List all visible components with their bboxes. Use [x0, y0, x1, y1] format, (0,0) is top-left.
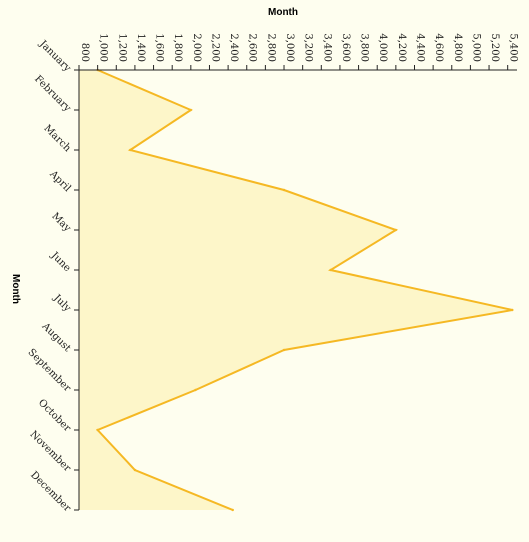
value-tick-label: 1,200: [116, 33, 127, 62]
value-tick-label: 3,200: [303, 33, 314, 62]
category-tick-label: March: [42, 123, 74, 155]
value-tick-label: 1,400: [135, 33, 146, 62]
value-tick-label: 3,800: [359, 33, 370, 62]
category-tick-label: January: [36, 38, 72, 74]
category-tick-label: May: [49, 211, 72, 234]
value-tick-label: 3,000: [284, 33, 295, 62]
data-point: [282, 348, 286, 352]
data-point: [133, 468, 137, 472]
data-point: [394, 228, 398, 232]
area-fill: [79, 70, 513, 510]
category-tick-label: June: [48, 250, 73, 275]
category-tick-label: September: [25, 347, 72, 394]
value-tick-label: 4,000: [377, 33, 388, 62]
value-tick-label: 1,800: [172, 33, 183, 62]
data-point: [511, 308, 514, 312]
category-tick-label: August: [39, 320, 73, 354]
value-tick-label: 3,600: [340, 33, 351, 62]
data-point: [129, 148, 132, 152]
value-axis: 800 1,000 1,200 1,400 1,600 1,800 2,000 2,200 2,…: [78, 33, 519, 71]
value-tick-label: 2,200: [209, 33, 220, 62]
x-axis-title: Month: [268, 7, 298, 18]
category-tick-label: November: [27, 429, 72, 474]
data-point: [282, 188, 286, 192]
value-tick-label: 2,400: [228, 33, 239, 62]
value-tick-label: 4,600: [433, 33, 444, 62]
series-line: [95, 69, 513, 511]
value-tick-label: 2,800: [265, 33, 276, 62]
value-tick-label: 2,600: [247, 33, 258, 62]
value-tick-label: 800: [79, 43, 90, 62]
data-point: [194, 388, 197, 392]
data-point: [329, 268, 332, 272]
value-tick-label: 5,400: [508, 33, 519, 62]
data-point: [96, 428, 99, 432]
value-tick-label: 1,600: [154, 33, 165, 62]
data-point: [189, 108, 193, 112]
value-tick-label: 4,200: [396, 33, 407, 62]
value-tick-label: 5,000: [470, 33, 481, 62]
category-tick-label: February: [32, 74, 73, 115]
category-tick-label: April: [47, 168, 73, 194]
value-tick-label: 3,400: [321, 33, 332, 62]
category-tick-label: July: [51, 292, 73, 314]
data-point: [231, 508, 234, 512]
category-tick-label: October: [36, 397, 73, 434]
value-tick-label: 2,000: [191, 33, 202, 62]
value-tick-label: 4,400: [414, 33, 425, 62]
value-tick-label: 4,800: [452, 33, 463, 62]
value-tick-label: 5,200: [489, 33, 500, 62]
y-axis-title: Month: [10, 274, 21, 304]
value-tick-label: 1,000: [98, 33, 109, 62]
category-tick-label: December: [28, 470, 73, 515]
plot-area: [79, 68, 514, 512]
